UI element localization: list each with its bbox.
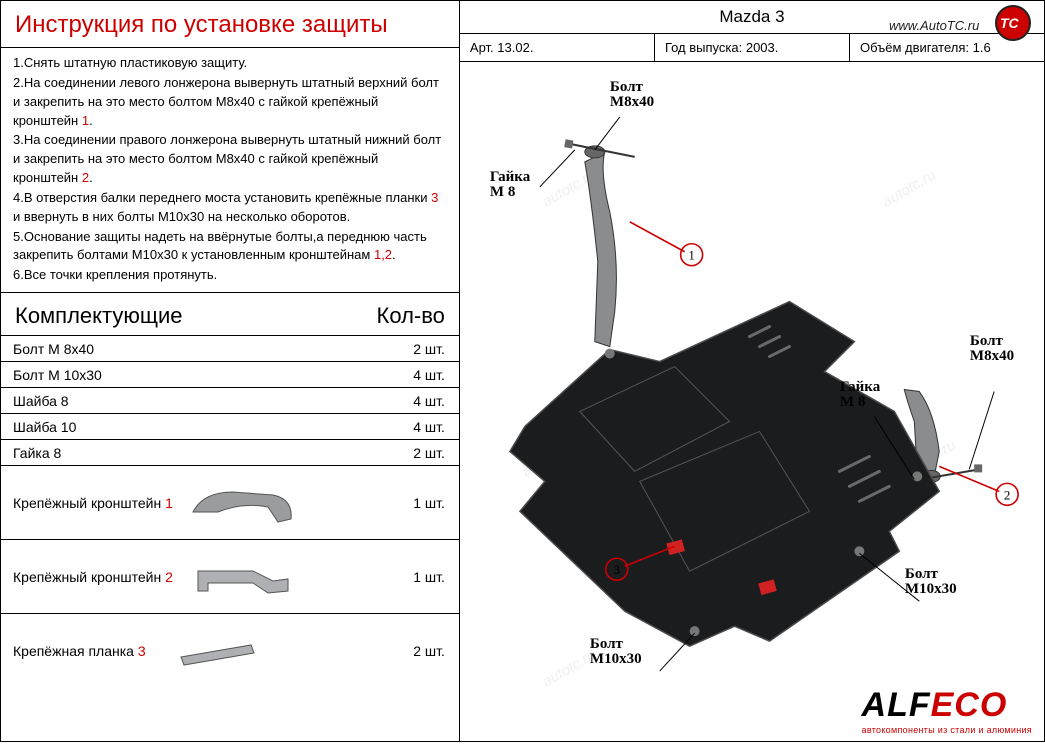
callout-1: 1 [630,222,703,266]
skid-plate-diagram: 1 2 3 [460,62,1044,741]
document-page: Инструкция по установке защиты 1.Снять ш… [0,0,1045,742]
right-column: Mazda 3 Арт. 13.02. Год выпуска: 2003. О… [460,1,1044,741]
comp-qty: 4 шт. [389,363,459,387]
left-bracket [564,139,635,346]
comp-qty: 1 шт. [389,491,459,515]
comp-name: Болт М 10х30 [1,363,389,387]
bracket-2-icon [183,551,303,603]
instructions-block: 1.Снять штатную пластиковую защиту. 2.На… [1,47,459,293]
table-row: Болт М 8х40 2 шт. [1,336,459,362]
table-row: Крепёжный кронштейн 1 1 шт. [1,466,459,540]
skid-plate [510,302,939,646]
label-nut-m8-left: Гайка М 8 [490,170,530,200]
site-url: www.AutoTC.ru [889,18,979,33]
brand-logo: ALFECO автокомпоненты из стали и алюмини… [862,686,1032,735]
label-bolt-m8-left: Болт М8х40 [610,80,654,110]
svg-text:2: 2 [1004,487,1010,502]
step-5: 5.Основание защиты надеть на ввёрнутые б… [13,228,447,266]
components-header: Комплектующие Кол-во [1,293,459,335]
comp-name: Шайба 8 [1,389,389,413]
label-bolt-m10-left: Болт М10х30 [590,637,642,667]
comp-qty: 2 шт. [389,441,459,465]
logo-tagline: автокомпоненты из стали и алюминия [862,725,1032,735]
step-4: 4.В отверстия балки переднего моста уста… [13,189,447,227]
table-row: Крепёжный кронштейн 2 1 шт. [1,540,459,614]
left-column: Инструкция по установке защиты 1.Снять ш… [1,1,460,741]
label-bolt-m10-right: Болт М10х30 [905,567,957,597]
table-row: Шайба 8 4 шт. [1,388,459,414]
comp-qty: 4 шт. [389,415,459,439]
table-row: Шайба 10 4 шт. [1,414,459,440]
site-logo: TC www.AutoTC.ru [887,4,1037,47]
components-table: Болт М 8х40 2 шт. Болт М 10х30 4 шт. Шай… [1,335,459,741]
table-row: Болт М 10х30 4 шт. [1,362,459,388]
label-nut-m8-right: Гайка М 8 [840,380,880,410]
step-6: 6.Все точки крепления протянуть. [13,266,447,285]
logo-alf: ALF [862,686,931,724]
table-row: Крепёжная планка 3 2 шт. [1,614,459,688]
comp-name: Шайба 10 [1,415,389,439]
comp-name: Крепёжный кронштейн 1 [1,473,389,533]
meta-year: Год выпуска: 2003. [655,34,850,61]
comp-name: Гайка 8 [1,441,389,465]
table-row: Гайка 8 2 шт. [1,440,459,466]
comp-qty: 2 шт. [389,337,459,361]
svg-text:1: 1 [688,248,694,263]
components-title: Комплектующие [15,303,182,329]
bracket-1-icon [183,477,303,529]
comp-name: Болт М 8х40 [1,337,389,361]
comp-name: Крепёжный кронштейн 2 [1,547,389,607]
logo-eco: ECO [931,686,1008,724]
meta-art: Арт. 13.02. [460,34,655,61]
diagram-area: 1 2 3 [460,62,1044,741]
page-title: Инструкция по установке защиты [1,1,459,47]
comp-name: Крепёжная планка 3 [1,621,389,681]
bracket-3-icon [156,625,276,677]
step-1: 1.Снять штатную пластиковую защиту. [13,54,447,73]
comp-qty: 1 шт. [389,565,459,589]
svg-text:3: 3 [613,562,619,577]
step-2: 2.На соединении левого лонжерона выверну… [13,74,447,131]
svg-text:TC: TC [1000,15,1020,31]
step-3: 3.На соединении правого лонжерона выверн… [13,131,447,188]
components-qty-title: Кол-во [377,303,445,329]
label-bolt-m8-right: Болт М8х40 [970,334,1014,364]
comp-qty: 2 шт. [389,639,459,663]
comp-qty: 4 шт. [389,389,459,413]
